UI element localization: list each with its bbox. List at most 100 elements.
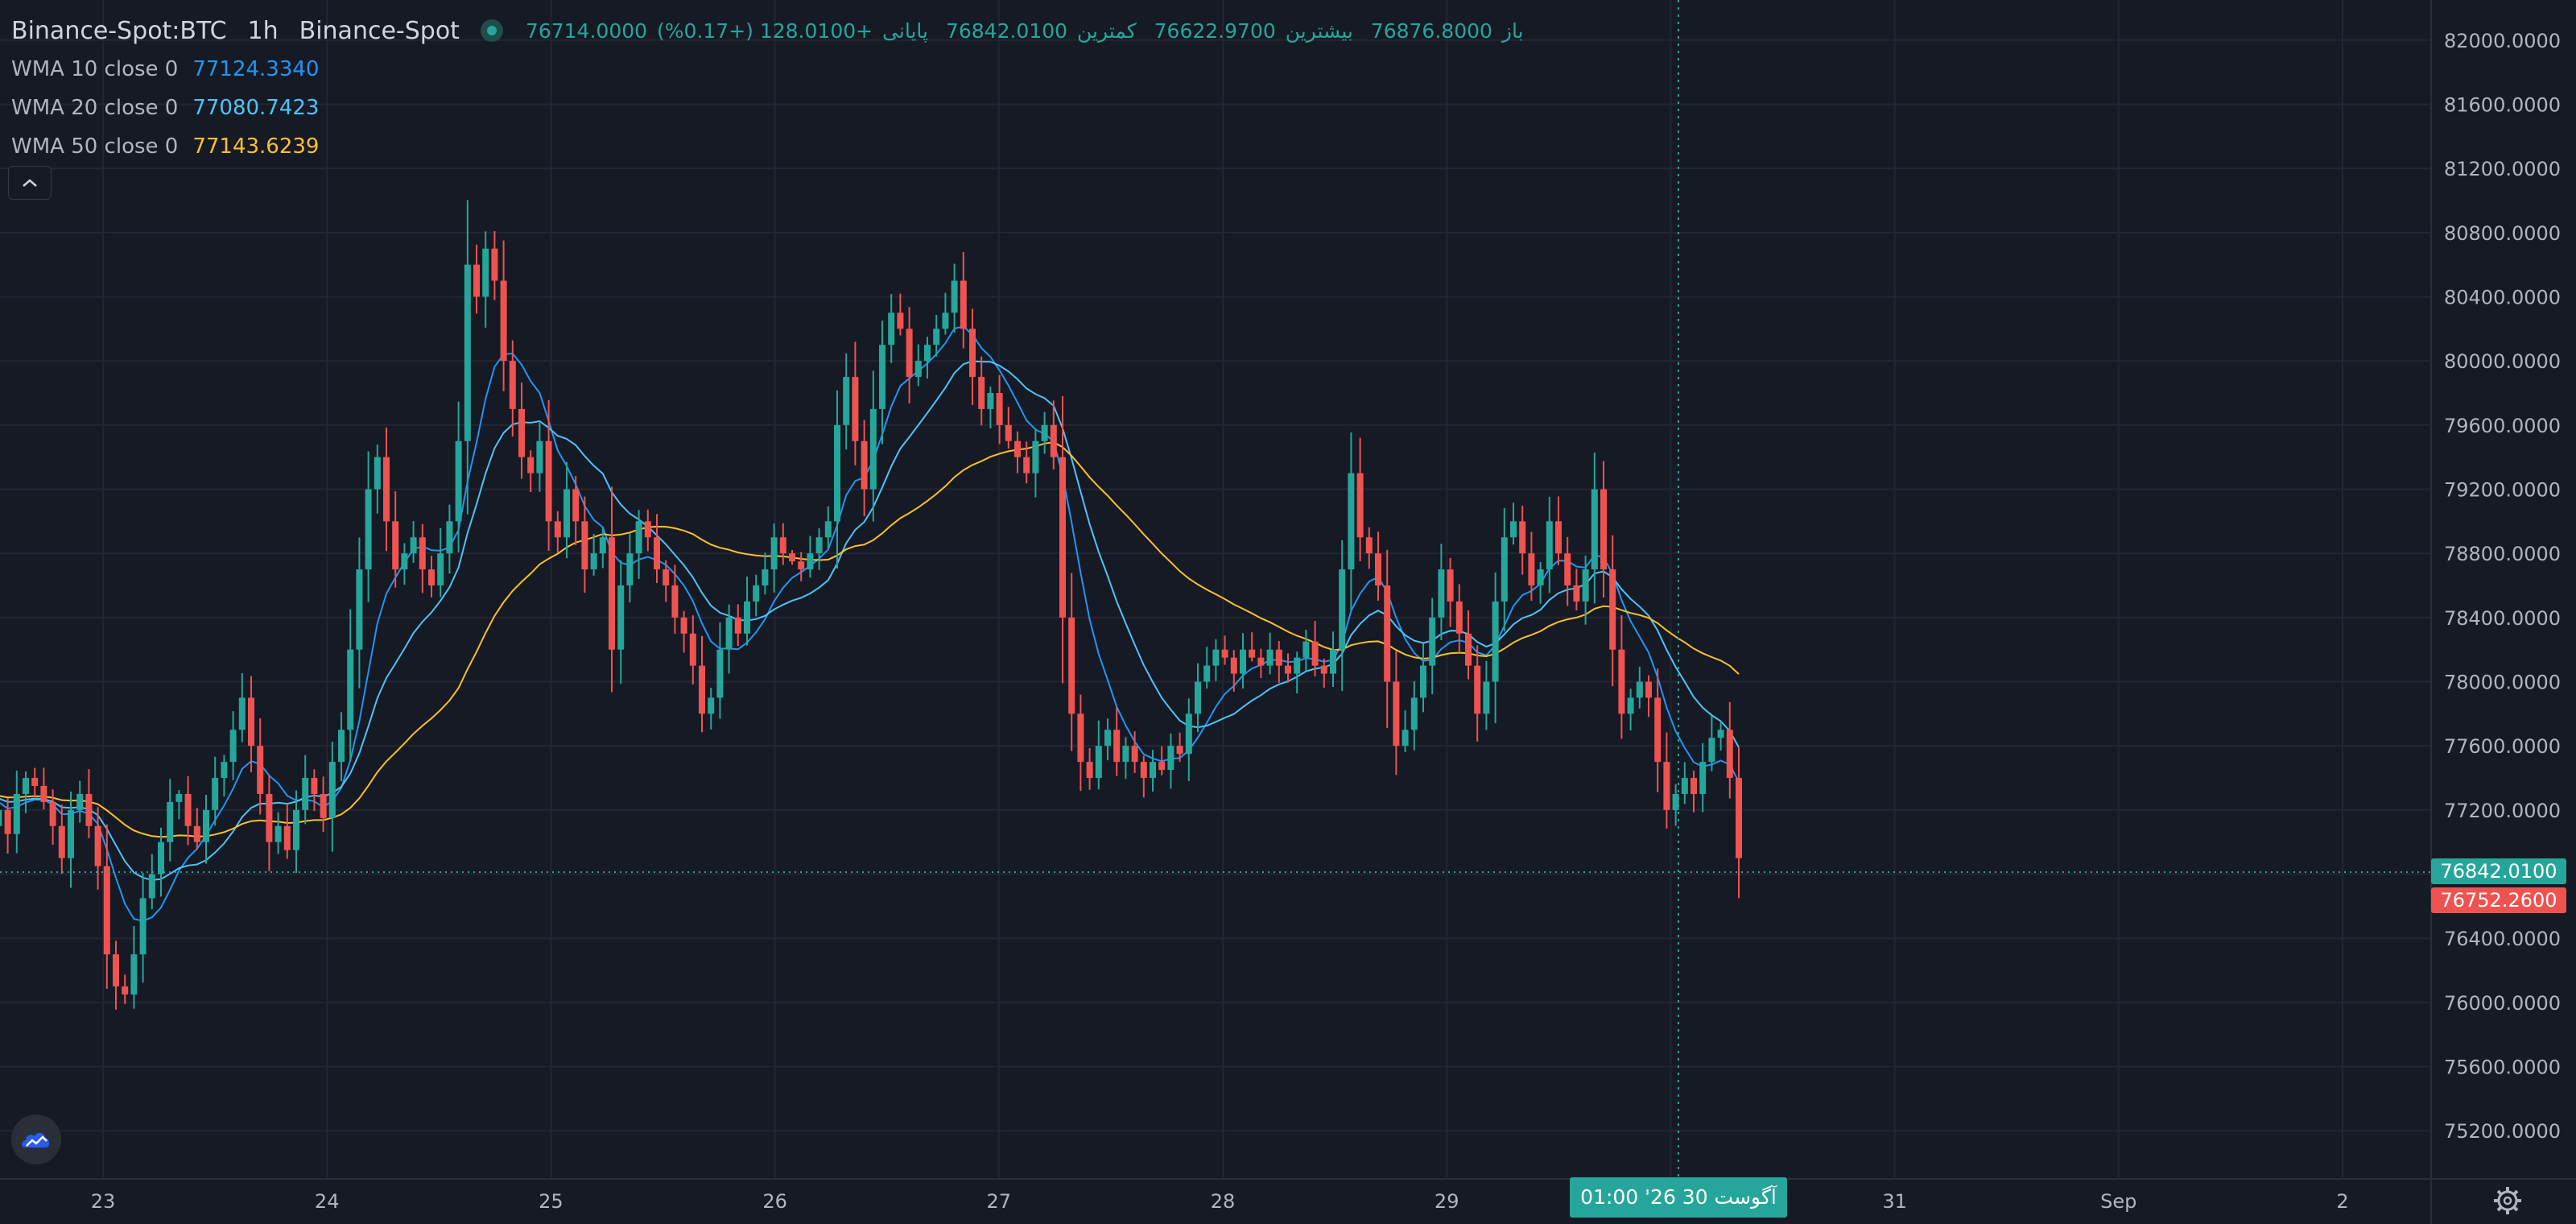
candle-body	[933, 329, 940, 345]
price-tick-label: 77200.0000	[2444, 800, 2561, 822]
price-tick-label: 79200.0000	[2444, 479, 2561, 502]
candle-body	[266, 793, 273, 842]
candle-body	[419, 537, 426, 570]
candle-body	[40, 786, 47, 802]
indicator-wma-10[interactable]: WMA 10 close 0 77124.3340	[11, 50, 1535, 89]
gear-icon[interactable]	[2491, 1184, 2524, 1218]
candle-body	[708, 697, 715, 714]
time-tick-label: 2	[2336, 1190, 2348, 1213]
candle-body	[1573, 585, 1580, 602]
candle-body	[1005, 424, 1012, 441]
candle-body	[1410, 697, 1418, 730]
low-value: 76622.9700	[1154, 19, 1276, 43]
candle-body	[1158, 762, 1166, 771]
candle-body	[807, 553, 814, 570]
candle-body	[68, 809, 74, 858]
candle-body	[861, 440, 868, 490]
candle-body	[103, 866, 110, 955]
candle-body	[1275, 649, 1282, 666]
candle-body	[356, 569, 363, 650]
candle-body	[1736, 778, 1742, 858]
candle-body	[1356, 473, 1364, 538]
candle-body	[1717, 730, 1724, 738]
candle-body	[960, 280, 967, 329]
symbol-name[interactable]: Binance-Spot:BTC	[11, 16, 227, 45]
change-value: +128.0100 (+0.17%)	[657, 19, 873, 43]
candle-body	[94, 825, 101, 866]
indicator-value: 77143.6239	[192, 134, 320, 159]
candle-body	[1266, 649, 1274, 666]
time-axis[interactable]: 232425262728293031Sep2	[0, 1178, 2576, 1213]
exchange-label: Binance-Spot	[299, 16, 460, 45]
price-tick-label: 78000.0000	[2444, 672, 2561, 694]
candle-body	[906, 329, 913, 378]
candle-body	[1041, 424, 1048, 441]
tradingview-cloud-icon[interactable]	[11, 1114, 61, 1164]
indicator-value: 77080.7423	[192, 96, 320, 120]
candle-body	[1402, 730, 1409, 746]
candle-body	[1555, 521, 1562, 554]
candle-body	[1591, 489, 1598, 570]
candle-body	[1455, 601, 1463, 634]
candle-body	[76, 793, 84, 810]
candle-body	[23, 778, 29, 794]
high-value: 76876.8000	[1370, 19, 1492, 43]
candle-body	[49, 801, 56, 826]
candle-body	[193, 825, 200, 842]
candle-body	[770, 537, 778, 570]
candle-body	[1068, 617, 1075, 714]
candle-body	[365, 489, 372, 570]
close-label: پایانی	[882, 19, 928, 43]
candle-body	[1285, 665, 1291, 674]
price-axis[interactable]: 75200.0000 75600.0000 76000.0000 76400.0000…	[2430, 0, 2561, 1224]
price-tick-label: 81600.0000	[2444, 93, 2561, 116]
indicator-value: 77124.3340	[192, 57, 320, 81]
collapse-legend-button[interactable]	[8, 166, 52, 200]
candle-body	[1393, 681, 1400, 746]
candle-body	[473, 264, 480, 297]
candle-body	[328, 762, 336, 818]
candle-body	[1150, 762, 1156, 779]
candle-body	[789, 553, 795, 562]
candle-body	[401, 553, 408, 570]
candle-body	[58, 825, 65, 858]
candle-body	[1708, 738, 1715, 763]
time-tick-label: 24	[315, 1190, 340, 1213]
candle-body	[545, 440, 552, 522]
candle-body	[798, 561, 805, 570]
candle-body	[302, 778, 309, 810]
candle-body	[1420, 665, 1426, 698]
price-tick-label: 80800.0000	[2444, 222, 2561, 245]
price-tick-label: 75200.0000	[2444, 1120, 2561, 1143]
candle-body	[564, 489, 570, 538]
indicator-wma-20[interactable]: WMA 20 close 0 77080.7423	[11, 89, 1535, 127]
interval-label[interactable]: 1h	[247, 16, 279, 45]
indicator-wma-50[interactable]: WMA 50 close 0 77143.6239	[11, 127, 1535, 166]
candle-body	[581, 521, 588, 570]
candle-body	[1564, 553, 1571, 586]
candle-body	[843, 377, 850, 425]
candle-body	[680, 617, 687, 634]
candle-body	[1627, 697, 1634, 714]
candle-body	[518, 408, 525, 457]
candle-body	[212, 778, 219, 810]
candle-body	[229, 730, 237, 763]
candle-body	[1230, 657, 1237, 674]
candle-body	[1609, 569, 1616, 650]
candle-body	[1294, 657, 1301, 674]
candle-body	[1095, 746, 1102, 779]
candle-body	[455, 440, 462, 522]
candle-body	[221, 762, 228, 779]
price-tick-label: 78800.0000	[2444, 543, 2561, 565]
candle-body	[1699, 762, 1707, 794]
candle-body	[1492, 601, 1499, 682]
candle-body	[1618, 649, 1625, 714]
candle-body	[1465, 633, 1472, 666]
symbol-header: Binance-Spot:BTC 1h Binance-Spot 76714.0…	[11, 11, 1535, 50]
indicator-name: WMA 10 close 0	[11, 57, 179, 81]
candle-body	[852, 377, 859, 441]
chart-grid	[0, 0, 2431, 1179]
candle-body	[1726, 730, 1733, 779]
candle-body	[609, 537, 615, 650]
